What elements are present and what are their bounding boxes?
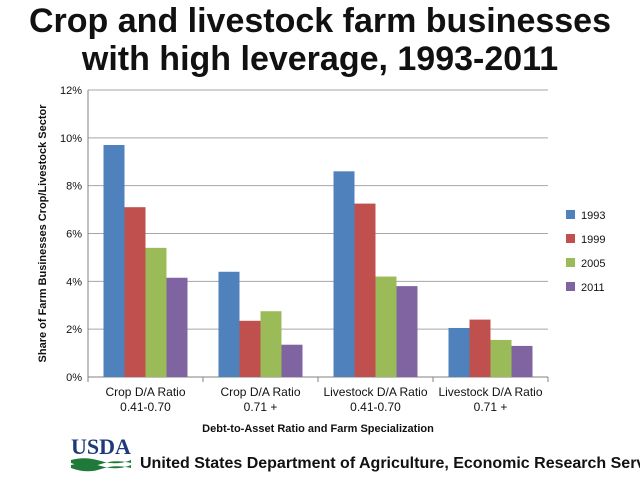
legend-label-1999: 1999 — [581, 234, 605, 246]
bar-2011-1 — [166, 277, 188, 377]
y-tick-label: 0% — [66, 372, 82, 384]
y-tick-label: 6% — [66, 229, 82, 241]
y-tick-label: 4% — [66, 276, 82, 288]
y-axis-label: Share of Farm Businesses Crop/Livestock … — [37, 104, 49, 363]
y-tick-label: 12% — [60, 85, 82, 97]
usda-logo-text: USDA — [71, 434, 131, 459]
x-tick-label: Livestock D/A Ratio — [438, 385, 542, 399]
y-tick-label: 10% — [60, 133, 82, 145]
legend-swatch-2005 — [566, 258, 575, 267]
bar-chart: 0%2%4%6%8%10%12%Crop D/A Ratio0.41-0.70C… — [37, 85, 605, 435]
bar-2011-2 — [281, 344, 303, 377]
bar-1999-4 — [469, 319, 491, 377]
agency-name: United States Department of Agriculture,… — [140, 455, 640, 472]
bar-1993-4 — [448, 327, 470, 377]
y-tick-label: 8% — [66, 181, 82, 193]
legend-swatch-2011 — [566, 282, 575, 291]
chart-title: Crop and livestock farm businesses with … — [29, 2, 611, 78]
bar-2005-1 — [145, 247, 167, 377]
x-axis-label: Debt-to-Asset Ratio and Farm Specializat… — [202, 423, 434, 435]
x-tick-label: Crop D/A Ratio — [105, 385, 185, 399]
usda-logo: USDA — [71, 434, 131, 472]
legend-label-1993: 1993 — [581, 210, 605, 222]
bar-1993-1 — [103, 145, 125, 377]
legend-swatch-1993 — [566, 210, 575, 219]
bar-1999-3 — [354, 203, 376, 377]
bar-1993-2 — [218, 271, 240, 377]
bar-2011-3 — [396, 286, 418, 377]
x-tick-label: Livestock D/A Ratio — [323, 385, 427, 399]
x-tick-label-line2: 0.71 + — [244, 400, 278, 414]
x-tick-label-line2: 0.71 + — [474, 400, 508, 414]
bar-2011-4 — [511, 345, 533, 377]
legend-label-2005: 2005 — [581, 258, 605, 270]
bar-2005-4 — [490, 339, 512, 377]
bar-2005-3 — [375, 276, 397, 377]
bar-2005-2 — [260, 311, 282, 377]
legend-swatch-1999 — [566, 234, 575, 243]
y-tick-label: 2% — [66, 324, 82, 336]
bar-1993-3 — [333, 171, 355, 377]
footer: USDA United States Department of Agricul… — [0, 426, 640, 480]
legend-label-2011: 2011 — [581, 282, 605, 294]
x-tick-label-line2: 0.41-0.70 — [350, 400, 401, 414]
x-tick-label: Crop D/A Ratio — [220, 385, 300, 399]
bar-1999-2 — [239, 320, 261, 377]
bar-1999-1 — [124, 207, 146, 377]
x-tick-label-line2: 0.41-0.70 — [120, 400, 171, 414]
